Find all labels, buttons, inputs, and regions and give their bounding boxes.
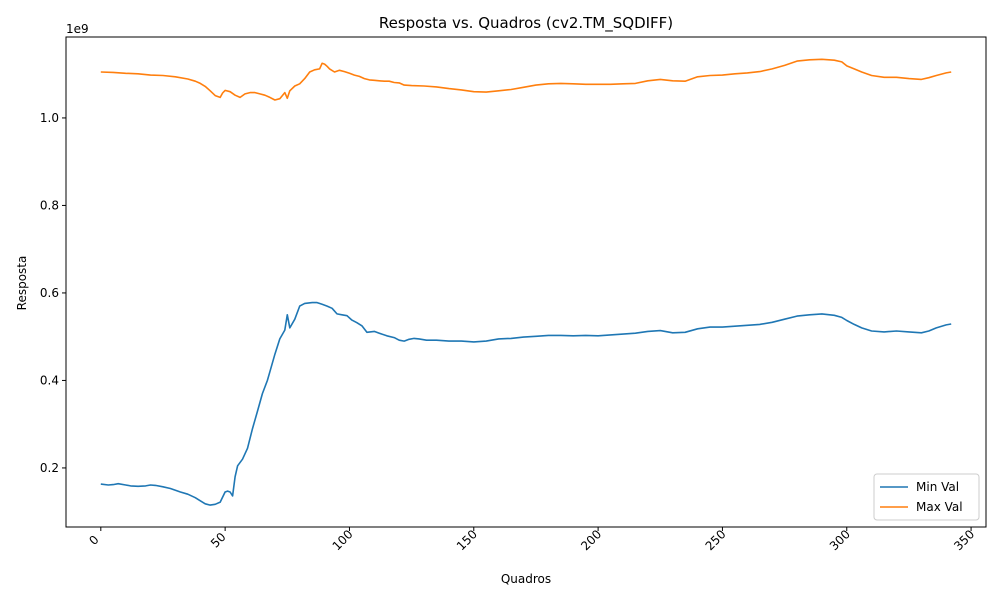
legend-box [873,473,980,521]
y-axis-title: Resposta [15,256,29,311]
y-tick-label: 0.6 [40,286,59,300]
chart-title: Resposta vs. Quadros (cv2.TM_SQDIFF) [379,14,673,33]
legend-label: Max Val [916,500,963,514]
legend: Min Val Max Val [873,473,980,521]
y-tick-label: 0.4 [40,373,59,387]
y-tick-label: 0.2 [40,461,59,475]
x-axis-title: Quadros [501,572,551,586]
y-tick-label: 1.0 [40,111,59,125]
y-tick-label: 0.8 [40,198,59,212]
legend-label: Min Val [916,480,959,494]
series-line-max-val [100,58,952,101]
y-offset-text: 1e9 [66,22,89,36]
series-line-min-val [100,301,952,506]
axes-frame [65,36,987,528]
